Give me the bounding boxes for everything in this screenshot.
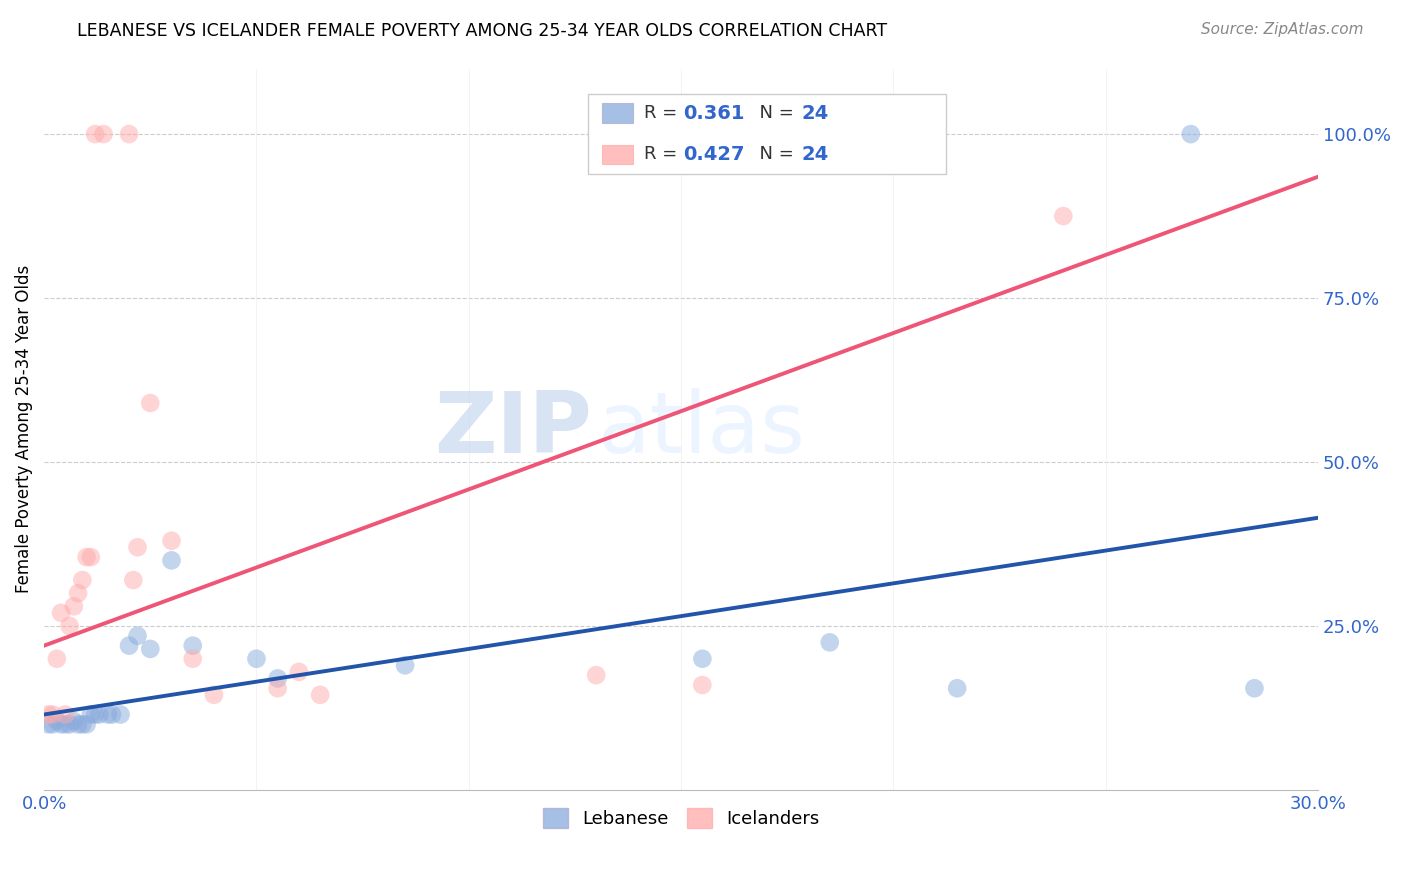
Point (63, 599, 86, 614)
Point (80, 550, 103, 565)
Point (160, 533, 183, 548)
Point (67, 717, 90, 731)
Point (58, 717, 80, 731)
Point (97, 707, 120, 722)
Point (692, 652, 714, 666)
Point (122, 573, 145, 587)
Text: 0.361: 0.361 (683, 103, 745, 123)
Y-axis label: Female Poverty Among 25-34 Year Olds: Female Poverty Among 25-34 Year Olds (15, 265, 32, 593)
Point (1180, 127, 1202, 141)
Point (67, 586, 90, 600)
Point (37, 707, 59, 722)
Point (58, 619, 80, 633)
Point (288, 665, 311, 679)
Text: N =: N = (748, 145, 800, 163)
Point (202, 688, 225, 702)
Text: R =: R = (644, 145, 683, 163)
Point (110, 707, 132, 722)
Text: atlas: atlas (599, 388, 806, 471)
Point (41, 717, 63, 731)
Point (53, 717, 76, 731)
Point (127, 541, 149, 555)
Point (45, 652, 67, 666)
Point (181, 652, 204, 666)
Point (139, 396, 162, 410)
Point (139, 641, 162, 656)
Point (76, 717, 98, 731)
Point (41, 707, 63, 722)
Point (80, 707, 103, 722)
Point (1052, 209, 1074, 223)
Point (946, 681, 969, 696)
Point (692, 678, 714, 692)
Text: 0.427: 0.427 (683, 145, 745, 164)
Point (181, 639, 204, 653)
Point (118, 127, 141, 141)
Text: 24: 24 (801, 145, 828, 164)
Point (49, 606, 72, 620)
Point (72, 717, 94, 731)
Text: N =: N = (748, 104, 800, 122)
Point (118, 639, 141, 653)
Legend: Lebanese, Icelanders: Lebanese, Icelanders (536, 801, 827, 835)
Point (266, 672, 288, 686)
Point (49, 717, 72, 731)
Text: R =: R = (644, 104, 683, 122)
Point (101, 707, 124, 722)
Text: 24: 24 (801, 103, 828, 123)
Point (45, 714, 67, 728)
Point (309, 688, 332, 702)
Point (84, 127, 107, 141)
Point (394, 658, 416, 673)
Point (84, 707, 107, 722)
Point (266, 681, 288, 696)
Text: LEBANESE VS ICELANDER FEMALE POVERTY AMONG 25-34 YEAR OLDS CORRELATION CHART: LEBANESE VS ICELANDER FEMALE POVERTY AMO… (77, 22, 887, 40)
Point (818, 635, 841, 649)
Point (127, 629, 149, 643)
Point (72, 573, 94, 587)
Point (89, 707, 111, 722)
Point (160, 553, 183, 567)
Point (53, 707, 76, 722)
Text: Source: ZipAtlas.com: Source: ZipAtlas.com (1201, 22, 1364, 37)
Point (245, 652, 267, 666)
Point (63, 714, 86, 728)
Point (93, 127, 115, 141)
Point (1243, 681, 1265, 696)
Point (37, 717, 59, 731)
Text: ZIP: ZIP (434, 388, 592, 471)
Point (76, 550, 98, 565)
Point (585, 668, 607, 682)
